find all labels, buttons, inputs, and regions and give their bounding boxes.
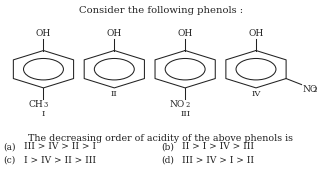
Text: The decreasing order of acidity of the above phenols is: The decreasing order of acidity of the a… [29, 134, 293, 143]
Text: (b): (b) [161, 142, 174, 151]
Text: NO: NO [302, 85, 317, 94]
Text: NO: NO [170, 100, 185, 109]
Text: III: III [180, 110, 190, 118]
Text: I > IV > II > III: I > IV > II > III [24, 156, 96, 165]
Text: II > I > IV > III: II > I > IV > III [182, 142, 254, 151]
Text: (a): (a) [3, 142, 16, 151]
Text: OH: OH [177, 29, 193, 38]
Text: OH: OH [36, 29, 51, 38]
Text: 2: 2 [313, 86, 317, 94]
Text: IV: IV [251, 90, 261, 98]
Text: Consider the following phenols :: Consider the following phenols : [79, 6, 243, 15]
Text: CH: CH [29, 100, 43, 109]
Text: III > IV > I > II: III > IV > I > II [182, 156, 254, 165]
Text: II: II [111, 90, 118, 98]
Text: OH: OH [107, 29, 122, 38]
Text: I: I [42, 110, 45, 118]
Text: (c): (c) [3, 156, 15, 165]
Text: III > IV > II > I: III > IV > II > I [24, 142, 96, 151]
Text: OH: OH [248, 29, 264, 38]
Text: 3: 3 [44, 101, 48, 109]
Text: 2: 2 [185, 101, 190, 109]
Text: (d): (d) [161, 156, 174, 165]
